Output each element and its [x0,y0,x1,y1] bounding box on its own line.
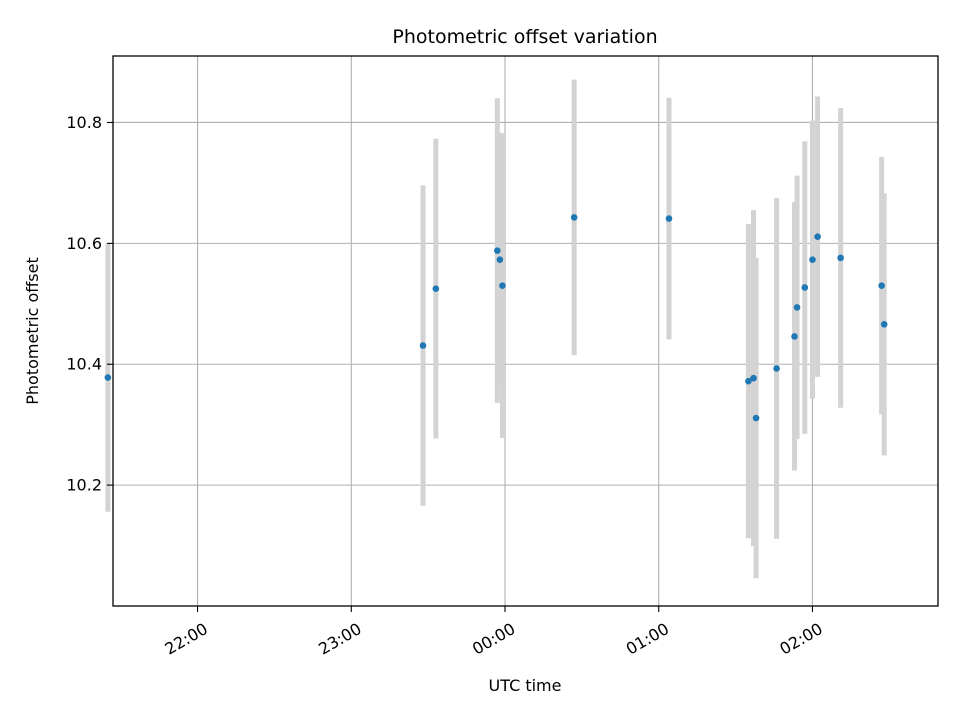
data-point [432,285,440,292]
data-point [665,215,673,222]
data-point [880,321,888,328]
data-point [752,414,760,422]
data-point [104,374,112,381]
data-point [837,254,844,262]
grid-lines [113,56,938,606]
data-point [773,365,780,372]
data-point [570,214,578,221]
data-point [793,304,801,311]
data-point [814,233,821,241]
data-point [499,282,506,289]
data-point [496,256,504,263]
chart-title: Photometric offset variation [392,26,657,48]
y-tick-label: 10.6 [66,234,102,253]
data-point [494,247,501,254]
data-point [750,374,757,382]
data-points [104,214,888,422]
y-tick-label: 10.2 [66,476,102,495]
data-point [801,284,809,291]
x-axis-title: UTC time [489,676,562,695]
y-tick-label: 10.8 [66,113,102,132]
data-point [809,256,816,263]
data-point [745,377,752,385]
data-point [419,342,427,349]
y-tick-label: 10.4 [66,355,102,374]
data-point [791,333,798,340]
plot-area-frame [112,55,939,607]
data-point [878,282,885,289]
y-axis-title: Photometric offset [23,257,42,405]
